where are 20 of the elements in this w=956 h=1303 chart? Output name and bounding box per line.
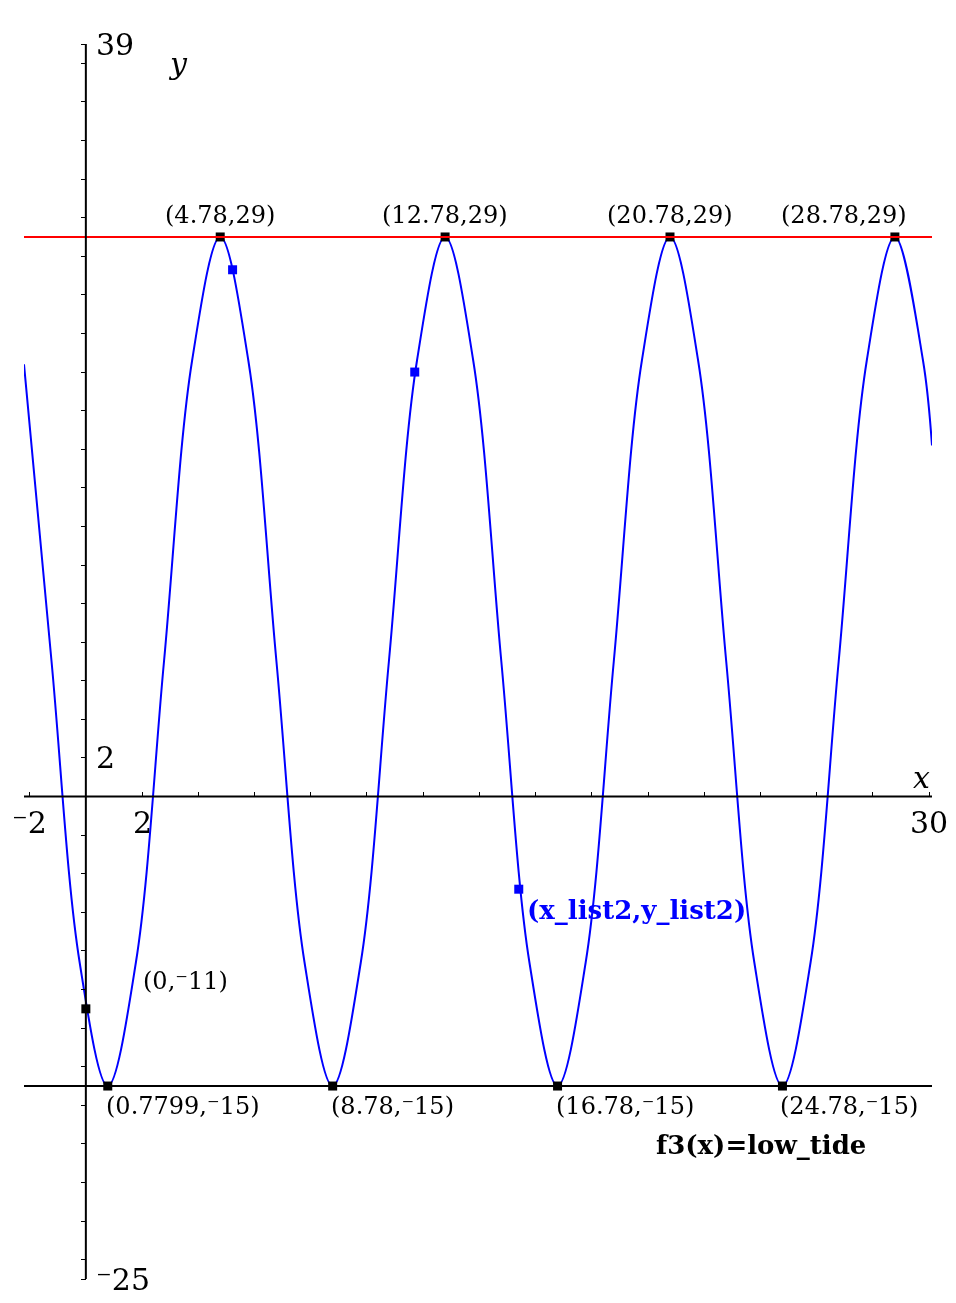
annotation: (20.78,29) [607, 201, 733, 229]
annotation: (0.7799,⁻15) [106, 1092, 260, 1120]
annotation: (24.78,⁻15) [780, 1092, 919, 1120]
ref-line-label: f3(x)=low_tide [656, 1130, 867, 1160]
y-axis-title: y [168, 46, 188, 81]
y-tick-label: 2 [96, 740, 116, 775]
annotation: (0,⁻11) [143, 967, 228, 995]
y-tick-label: 39 [96, 27, 135, 62]
x-axis-title: x [913, 760, 930, 795]
annotation: (28.78,29) [781, 201, 907, 229]
point [228, 265, 238, 275]
point [514, 884, 524, 894]
annotation: (16.78,⁻15) [556, 1092, 695, 1120]
annotation: (8.78,⁻15) [331, 1092, 454, 1120]
y-tick-label: ⁻25 [96, 1262, 151, 1297]
x-tick-label: 30 [910, 805, 949, 840]
annotation: (4.78,29) [165, 201, 276, 229]
x-tick-label: ⁻2 [12, 805, 47, 840]
point [410, 367, 420, 377]
annotation: (12.78,29) [382, 201, 508, 229]
